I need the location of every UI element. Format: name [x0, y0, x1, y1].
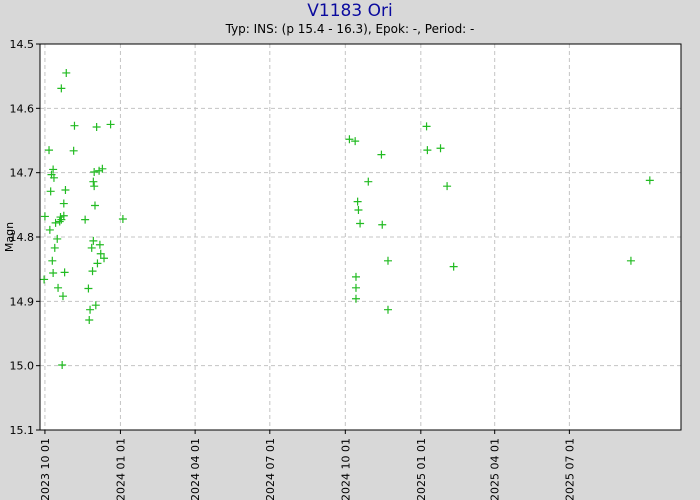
data-point-marker	[57, 84, 66, 93]
y-tick-label: 14.7	[10, 167, 35, 180]
data-point-marker	[55, 217, 64, 226]
data-point-marker	[345, 135, 354, 144]
data-point-marker	[436, 144, 445, 153]
data-point-marker	[46, 187, 55, 196]
data-point-marker	[93, 259, 102, 268]
data-point-marker	[90, 168, 99, 177]
data-point-marker	[100, 254, 109, 263]
data-point-marker	[59, 199, 68, 208]
x-tick-label: 2025 04 01	[489, 438, 502, 500]
y-tick-label: 14.6	[10, 102, 35, 115]
data-points	[40, 68, 654, 370]
data-point-marker	[351, 294, 360, 303]
data-point-marker	[364, 177, 373, 186]
chart-title: V1183 Ori	[307, 1, 393, 21]
data-point-marker	[91, 301, 100, 310]
data-point-marker	[351, 137, 360, 146]
data-point-marker	[48, 256, 57, 265]
y-tick-label: 15.0	[10, 360, 35, 373]
y-tick-label: 14.9	[10, 295, 35, 308]
data-point-marker	[49, 165, 58, 174]
data-point-marker	[84, 284, 93, 293]
data-point-marker	[354, 205, 363, 214]
x-tick-label: 2024 10 01	[339, 438, 352, 500]
x-tick-label: 2024 07 01	[264, 438, 277, 500]
data-point-marker	[626, 256, 635, 265]
data-point-marker	[40, 275, 49, 284]
x-tick-label: 2024 01 01	[114, 438, 127, 500]
plot-area	[40, 44, 681, 430]
data-point-marker	[106, 120, 115, 129]
data-point-marker	[95, 166, 104, 175]
data-point-marker	[89, 236, 98, 245]
y-axis-ticks: 14.5 14.6 14.7 14.8 14.9 15.0 15.1	[10, 38, 40, 437]
data-point-marker	[356, 219, 365, 228]
y-tick-label: 15.1	[10, 424, 35, 437]
data-point-marker	[443, 182, 452, 191]
data-point-marker	[70, 121, 79, 130]
data-point-marker	[92, 122, 101, 131]
data-point-marker	[54, 283, 63, 292]
data-point-marker	[69, 146, 78, 155]
x-tick-label: 2025 01 01	[415, 438, 428, 500]
data-point-marker	[85, 315, 94, 324]
data-point-marker	[53, 234, 62, 243]
data-point-marker	[118, 214, 127, 223]
data-point-marker	[86, 305, 95, 314]
data-point-marker	[62, 68, 71, 77]
data-point-marker	[96, 249, 105, 258]
data-point-marker	[61, 186, 70, 195]
data-point-marker	[449, 262, 458, 271]
data-point-marker	[81, 215, 90, 224]
data-point-marker	[90, 182, 99, 191]
x-axis-ticks: 2023 10 01 2024 01 01 2024 04 01 2024 07 01…	[39, 430, 576, 500]
data-point-marker	[45, 146, 54, 155]
grid-lines	[40, 44, 681, 430]
y-tick-label: 14.8	[10, 231, 35, 244]
data-point-marker	[60, 268, 69, 277]
data-point-marker	[90, 201, 99, 210]
data-point-marker	[58, 292, 67, 301]
y-axis-label: Magn	[3, 222, 16, 252]
data-point-marker	[95, 240, 104, 249]
data-point-marker	[87, 243, 96, 252]
data-point-marker	[377, 150, 386, 159]
chart-subtitle: Typ: INS: (p 15.4 - 16.3), Epok: -, Peri…	[225, 22, 475, 36]
data-point-marker	[383, 305, 392, 314]
data-point-marker	[383, 256, 392, 265]
data-point-marker	[422, 122, 431, 131]
data-point-marker	[353, 197, 362, 206]
data-point-marker	[378, 220, 387, 229]
x-tick-label: 2025 07 01	[563, 438, 576, 500]
data-point-marker	[89, 177, 98, 186]
data-point-marker	[40, 212, 49, 221]
y-tick-label: 14.5	[10, 38, 35, 51]
data-point-marker	[49, 173, 58, 182]
data-point-marker	[645, 176, 654, 185]
data-point-marker	[98, 164, 107, 173]
data-point-marker	[45, 225, 54, 234]
data-point-marker	[49, 269, 58, 278]
data-point-marker	[88, 267, 97, 276]
data-point-marker	[50, 243, 59, 252]
data-point-marker	[423, 146, 432, 155]
data-point-marker	[51, 218, 60, 227]
data-point-marker	[351, 283, 360, 292]
data-point-marker	[58, 361, 67, 370]
data-point-marker	[351, 272, 360, 281]
x-tick-label: 2024 04 01	[189, 438, 202, 500]
x-tick-label: 2023 10 01	[39, 438, 52, 500]
data-point-marker	[59, 211, 68, 220]
